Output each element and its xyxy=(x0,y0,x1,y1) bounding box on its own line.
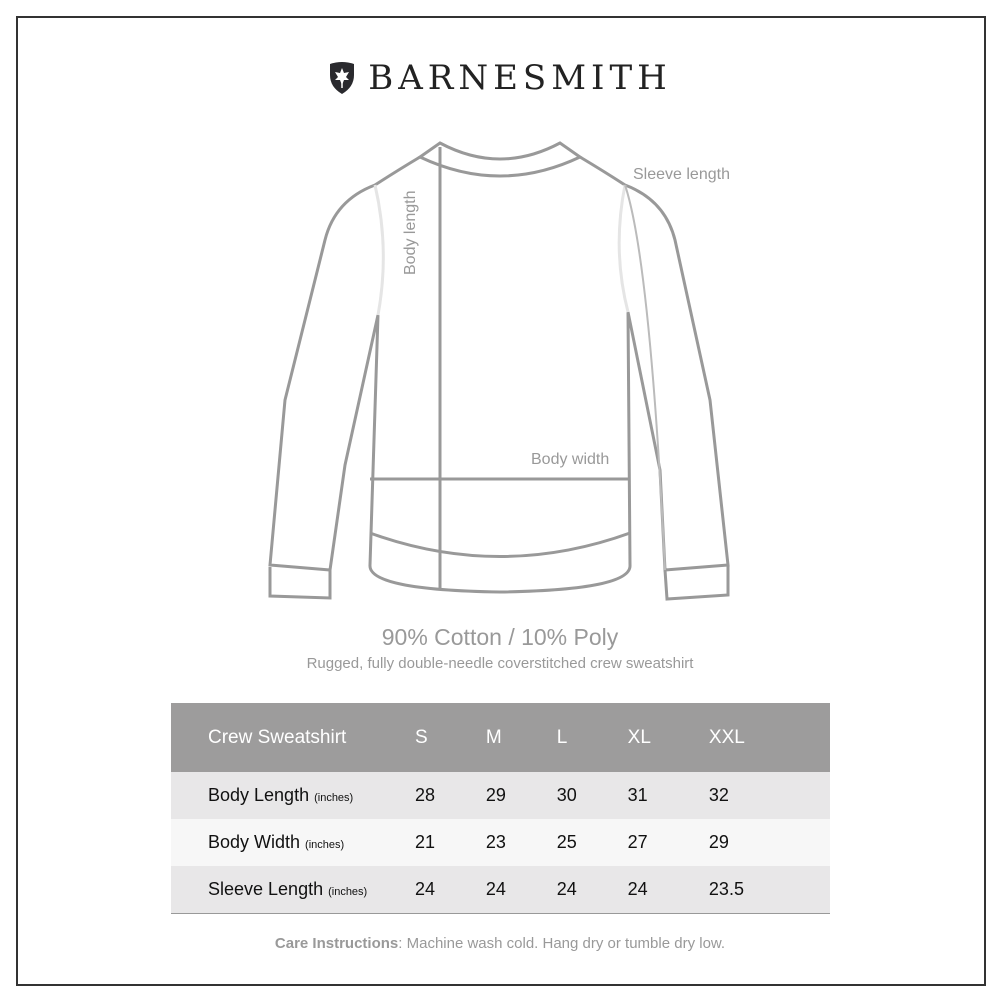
sleeve-length-label: Sleeve length xyxy=(633,166,730,183)
row-unit: (inches) xyxy=(328,886,368,898)
cell: 23 xyxy=(484,819,556,866)
table-header: Crew Sweatshirt S M L XL XXL xyxy=(171,703,830,772)
size-header: S xyxy=(414,703,485,772)
cell: 30 xyxy=(555,772,627,819)
row-label: Body Width (inches) xyxy=(171,819,414,866)
cell: 27 xyxy=(626,819,708,866)
table-title: Crew Sweatshirt xyxy=(171,703,414,772)
cell: 24 xyxy=(484,866,556,914)
size-header: XL xyxy=(626,703,708,772)
shield-leaf-icon xyxy=(330,62,355,94)
row-label-text: Body Width xyxy=(208,832,301,852)
size-header: XXL xyxy=(707,703,830,772)
care-instructions: Care Instructions: Machine wash cold. Ha… xyxy=(0,935,1000,952)
row-label-text: Body Length xyxy=(208,785,310,805)
table-row: Body Length (inches) 28 29 30 31 32 xyxy=(171,772,830,819)
cell: 28 xyxy=(414,772,485,819)
size-header: M xyxy=(484,703,556,772)
size-header: L xyxy=(555,703,627,772)
cell: 24 xyxy=(555,866,627,914)
body-length-label: Body length xyxy=(402,190,419,275)
cell: 21 xyxy=(414,819,485,866)
table-row: Body Width (inches) 21 23 25 27 29 xyxy=(171,819,830,866)
body-width-label: Body width xyxy=(531,451,610,468)
brand-logo: BARNESMITH xyxy=(0,58,1000,98)
product-description: Rugged, fully double-needle coverstitche… xyxy=(306,655,694,672)
row-label: Body Length (inches) xyxy=(171,772,414,819)
care-label: Care Instructions xyxy=(274,935,399,952)
table-row: Sleeve Length (inches) 24 24 24 24 23.5 xyxy=(171,866,830,914)
row-label-text: Sleeve Length xyxy=(208,879,324,899)
fabric-composition: 90% Cotton / 10% Poly xyxy=(381,624,619,650)
row-label: Sleeve Length (inches) xyxy=(171,866,414,914)
cell: 32 xyxy=(707,772,830,819)
cell: 31 xyxy=(626,772,708,819)
brand-name: BARNESMITH xyxy=(368,58,672,98)
cell: 23.5 xyxy=(707,866,830,914)
row-unit: (inches) xyxy=(305,839,345,851)
cell: 25 xyxy=(555,819,627,866)
cell: 29 xyxy=(484,772,556,819)
sleeve-length-line xyxy=(624,184,666,571)
care-text: : Machine wash cold. Hang dry or tumble … xyxy=(398,935,726,952)
sweatshirt-outline xyxy=(268,141,730,601)
cell: 24 xyxy=(626,866,708,914)
row-unit: (inches) xyxy=(314,792,354,804)
cell: 24 xyxy=(414,866,485,914)
cell: 29 xyxy=(707,819,830,866)
frame xyxy=(16,16,986,986)
size-table: Crew Sweatshirt S M L XL XXL Body Length… xyxy=(171,703,830,914)
